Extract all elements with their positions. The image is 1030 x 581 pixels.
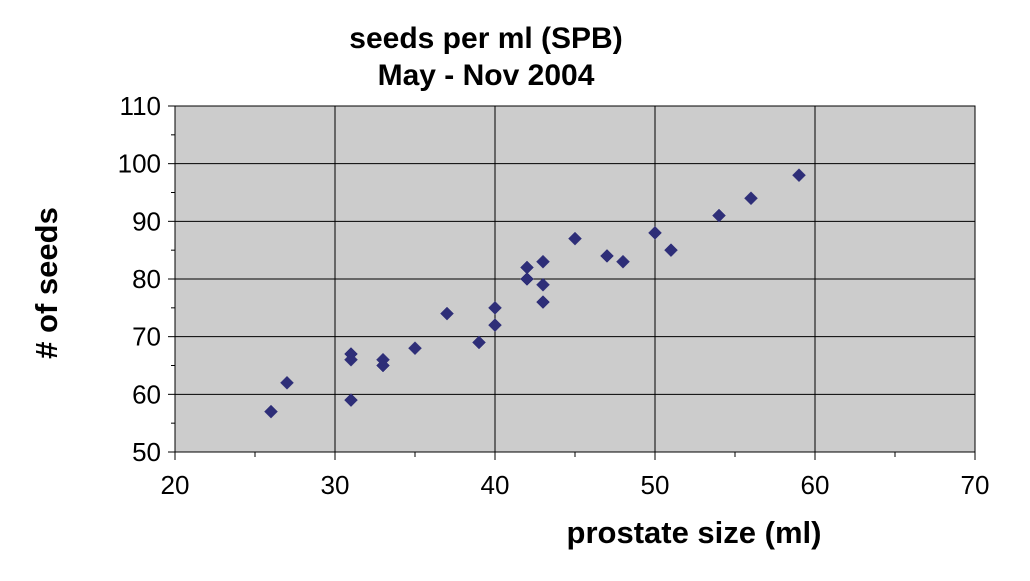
data-point-8 [440,306,454,321]
data-point-18 [600,249,614,263]
chart-subtitle: May - Nov 2004 [378,59,595,92]
x-tick-label: 50 [641,470,670,500]
data-point-10 [488,318,502,332]
data-point-2 [344,393,358,407]
plot-area: 50 60 70 80 90 100 110 20 30 40 50 60 70 [118,91,990,500]
data-point-9 [472,335,486,350]
y-tick-label: 90 [132,206,161,236]
data-point-23 [744,191,758,206]
data-point-4 [344,347,358,361]
x-tick-label: 40 [481,470,510,500]
y-tick-label: 100 [118,149,161,179]
chart-title: seeds per ml (SPB) [349,22,622,55]
x-tick-label: 30 [321,470,350,500]
data-point-13 [520,260,534,275]
x-tick-label: 70 [961,470,990,500]
x-axis-label: prostate size (ml) [567,515,822,550]
data-point-11 [488,300,502,315]
y-tick-label: 60 [132,379,161,409]
plot-border [174,105,976,453]
data-point-21 [664,243,678,258]
data-point-24 [792,168,806,183]
data-point-14 [536,295,550,309]
data-point-16 [536,254,550,269]
data-point-22 [712,208,726,223]
y-tick-label: 80 [132,264,161,294]
x-tick-label: 60 [801,470,830,500]
x-tick-label: 20 [161,470,190,500]
data-point-6 [376,352,390,367]
data-point-1 [280,375,294,390]
y-tick-label: 110 [120,91,161,121]
data-point-15 [536,277,550,292]
y-tick-label: 50 [132,437,161,467]
y-axis-label: # of seeds [29,207,64,359]
data-point-20 [648,226,662,240]
data-point-0 [264,404,278,419]
data-point-7 [408,341,422,356]
data-point-17 [568,231,582,246]
data-point-12 [520,272,534,286]
y-tick-label: 70 [132,322,161,352]
data-point-19 [616,254,630,269]
